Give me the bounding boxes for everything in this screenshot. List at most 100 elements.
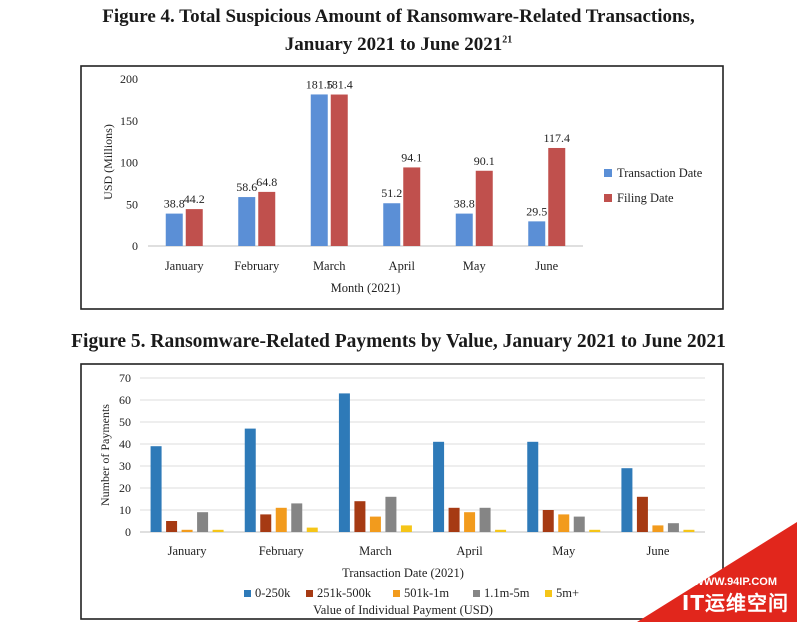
figure5-legend-swatch: [473, 590, 480, 597]
figure5-title: Figure 5. Ransomware-Related Payments by…: [0, 328, 797, 355]
figure4-data-label: 181.4: [326, 78, 353, 92]
figure4-x-axis-label: Month (2021): [331, 281, 401, 295]
figure5-bar: [260, 514, 272, 532]
figure4-x-tick-label: January: [165, 259, 205, 273]
figure4-title-line1: Figure 4. Total Suspicious Amount of Ran…: [0, 3, 797, 30]
figure5-bar: [369, 516, 381, 532]
figure5-bar: [636, 496, 648, 532]
figure5-x-tick-label: April: [456, 544, 483, 558]
figure4-x-tick-label: April: [389, 259, 416, 273]
figure5-bar: [558, 514, 570, 532]
figure5-bar: [433, 441, 445, 532]
figure5-bar: [621, 468, 633, 532]
figure5-x-tick-label: March: [359, 544, 392, 558]
figure4-data-label: 90.1: [474, 154, 495, 168]
figure5-x-axis-label: Transaction Date (2021): [342, 566, 464, 580]
watermark-name: IT运维空间: [681, 591, 789, 615]
figure4-data-label: 38.8: [164, 197, 185, 211]
figure5-bar: [354, 501, 366, 532]
figure5-legend-label: 251k-500k: [317, 586, 372, 600]
figure5-bar: [166, 521, 178, 532]
figure4-frame: [80, 65, 724, 310]
figure4-y-tick-label: 150: [120, 114, 138, 128]
figure5-y-tick-label: 60: [119, 393, 131, 407]
figure4-y-tick-label: 100: [120, 156, 138, 170]
figure4-x-tick-label: June: [535, 259, 558, 273]
figure5-bar: [306, 527, 318, 532]
figure4-data-label: 38.8: [454, 197, 475, 211]
figure5-bar: [338, 393, 350, 532]
figure4-legend-label: Filing Date: [617, 191, 674, 205]
figure4-title-text2: January 2021 to June 2021: [284, 34, 503, 55]
figure5-title-text: Figure 5. Ransomware-Related Payments by…: [71, 331, 726, 352]
figure5-y-tick-label: 70: [119, 371, 131, 385]
figure4-bar: [258, 191, 276, 246]
figure4-x-tick-label: May: [463, 259, 487, 273]
figure5-bar: [589, 529, 601, 532]
figure5-legend-label: 5m+: [556, 586, 579, 600]
watermark-triangle: [637, 522, 797, 622]
figure5-y-axis-label: Number of Payments: [98, 404, 112, 506]
figure4-y-tick-label: 0: [132, 239, 138, 253]
figure5-bar: [150, 446, 162, 532]
figure4-bar: [165, 213, 183, 246]
figure5-x-tick-label: January: [168, 544, 208, 558]
figure5-legend-label: 1.1m-5m: [484, 586, 530, 600]
figure5-bar: [479, 507, 491, 532]
watermark-url: WWW.94IP.COM: [693, 576, 777, 588]
figure4-bar: [383, 203, 401, 246]
figure5-y-tick-label: 30: [119, 459, 131, 473]
figure5-bar: [527, 441, 539, 532]
figure4-data-label: 64.8: [256, 175, 277, 189]
figure5-legend-title: Value of Individual Payment (USD): [313, 603, 493, 617]
figure5-bar: [291, 503, 303, 532]
figure5-bar: [542, 510, 554, 532]
figure4-data-label: 29.5: [526, 204, 547, 218]
figure4-data-label: 51.2: [381, 186, 402, 200]
figure4-data-label: 94.1: [401, 150, 422, 164]
figure4-footnote-ref: 21: [502, 34, 513, 46]
figure5-legend-swatch: [306, 590, 313, 597]
figure5-bar: [464, 512, 476, 532]
figure4-bar: [475, 170, 493, 246]
figure4-legend-swatch: [604, 169, 612, 177]
figure4-y-axis-label: USD (Millions): [101, 124, 115, 200]
figure4-data-label: 58.6: [236, 180, 257, 194]
figure4-legend-label: Transaction Date: [617, 166, 703, 180]
figure5-legend-swatch: [393, 590, 400, 597]
figure5-bar: [448, 507, 460, 532]
figure4-bar: [528, 221, 546, 246]
figure4-data-label: 117.4: [543, 131, 570, 145]
figure5-x-tick-label: May: [552, 544, 576, 558]
figure4-bar: [185, 209, 203, 246]
figure5-legend-swatch: [545, 590, 552, 597]
figure5-bar: [244, 428, 256, 532]
figure5-bar: [495, 529, 507, 532]
figure4-x-tick-label: March: [313, 259, 346, 273]
figure4-bar: [330, 94, 348, 246]
figure5-y-tick-label: 10: [119, 503, 131, 517]
figure5-y-tick-label: 20: [119, 481, 131, 495]
figure5-bar: [181, 529, 193, 532]
figure5-legend-label: 0-250k: [255, 586, 291, 600]
figure4-bar: [548, 147, 566, 246]
figure5-legend-swatch: [244, 590, 251, 597]
figure4-y-tick-label: 200: [120, 72, 138, 86]
figure5-y-tick-label: 0: [125, 525, 131, 539]
figure4-legend-swatch: [604, 194, 612, 202]
figure5-bar: [573, 516, 585, 532]
figure4-title-text1: Figure 4. Total Suspicious Amount of Ran…: [102, 6, 695, 27]
figure5-bar: [385, 496, 397, 532]
figure5-y-tick-label: 40: [119, 437, 131, 451]
figure4-bar: [238, 197, 256, 246]
figure5-bar: [400, 525, 412, 532]
figure5-bar: [197, 512, 209, 532]
figure4-title-line2: January 2021 to June 202121: [0, 31, 797, 58]
figure5-bar: [212, 529, 224, 532]
figure4-data-label: 44.2: [184, 192, 205, 206]
figure4-bar: [310, 94, 328, 246]
figure4-x-tick-label: February: [234, 259, 280, 273]
figure4-bar: [403, 167, 421, 246]
figure5-y-tick-label: 50: [119, 415, 131, 429]
